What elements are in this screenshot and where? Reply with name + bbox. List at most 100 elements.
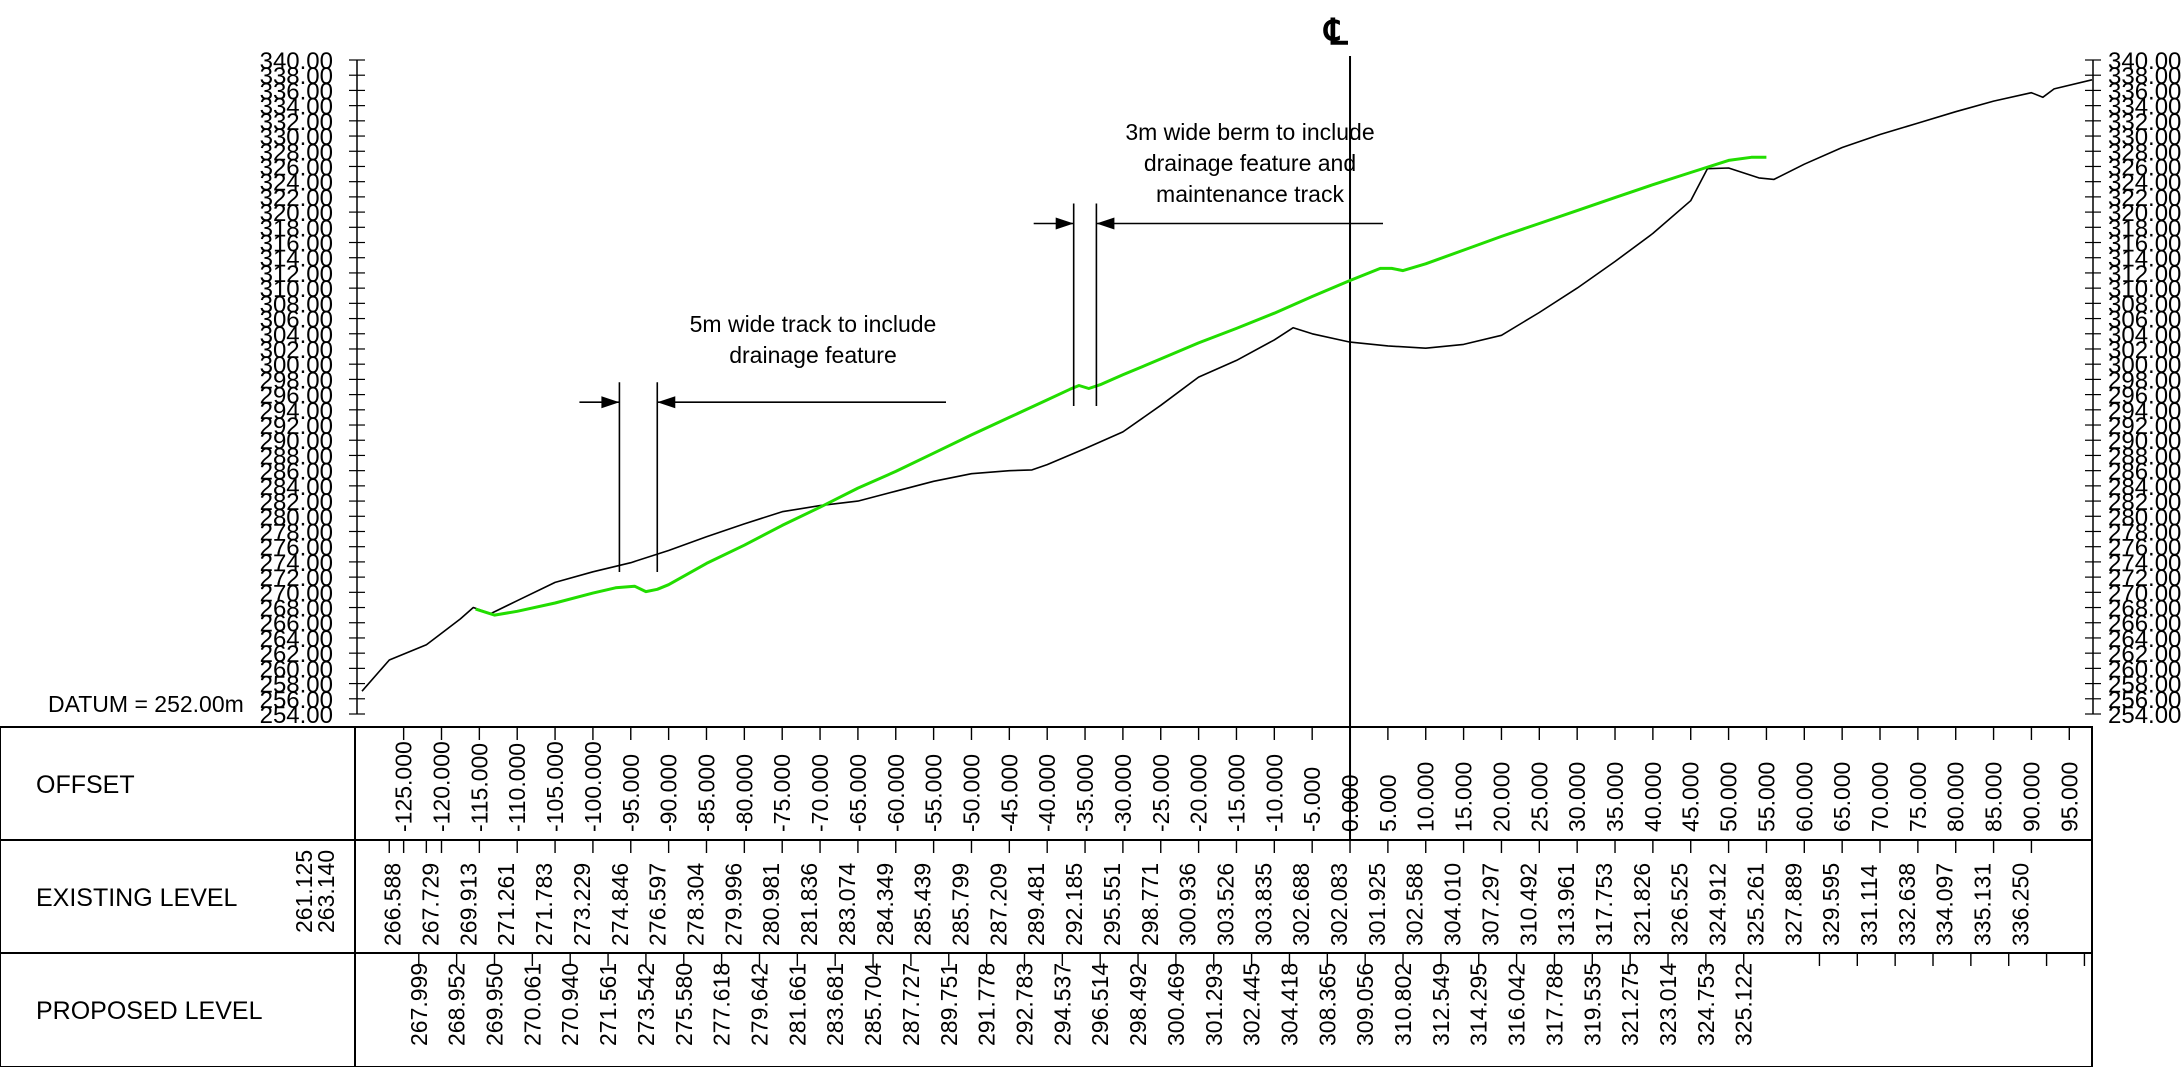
- right-level-label: 286.00: [2108, 459, 2181, 486]
- existing-value: 336.250: [2007, 863, 2033, 946]
- right-level-label: 316.00: [2108, 231, 2181, 258]
- right-level-label: 340.00: [2108, 48, 2181, 75]
- right-level-label: 284.00: [2108, 474, 2181, 501]
- existing-value: 300.936: [1175, 863, 1201, 946]
- proposed-value: 312.549: [1428, 963, 1454, 1046]
- offset-value: 65.000: [1829, 762, 1855, 832]
- offset-value: -45.000: [996, 754, 1022, 832]
- right-level-label: 266.00: [2108, 611, 2181, 638]
- existing-value: 310.492: [1515, 863, 1541, 946]
- offset-value: -30.000: [1110, 754, 1136, 832]
- right-level-label: 268.00: [2108, 596, 2181, 623]
- proposed-value: 285.704: [860, 963, 886, 1046]
- proposed-value: 270.061: [519, 963, 545, 1046]
- left-level-label: 308.00: [260, 291, 333, 318]
- left-level-label: 296.00: [260, 383, 333, 410]
- offset-value: -5.000: [1299, 767, 1325, 832]
- proposed-value: 271.561: [595, 963, 621, 1046]
- left-level-label: 340.00: [260, 48, 333, 75]
- offset-value: -125.000: [391, 741, 417, 832]
- datum-label: DATUM = 252.00m: [48, 691, 244, 717]
- offset-value: -80.000: [731, 754, 757, 832]
- existing-value: 331.114: [1856, 864, 1882, 946]
- right-level-label: 326.00: [2108, 154, 2181, 181]
- existing-value: 285.799: [948, 863, 974, 946]
- proposed-value: 291.778: [974, 963, 1000, 1046]
- left-level-label: 282.00: [260, 489, 333, 516]
- left-level-label: 324.00: [260, 170, 333, 197]
- offset-value: -105.000: [542, 741, 568, 832]
- right-level-label: 262.00: [2108, 641, 2181, 668]
- proposed-value: 314.295: [1466, 963, 1492, 1046]
- left-level-label: 294.00: [260, 398, 333, 425]
- annotations: 5m wide track to include drainage feature…: [579, 119, 1383, 572]
- existing-value: 304.010: [1440, 863, 1466, 946]
- existing-value: 301.925: [1364, 863, 1390, 946]
- right-level-label: 294.00: [2108, 398, 2181, 425]
- left-level-label: 330.00: [260, 124, 333, 151]
- offset-value: 95.000: [2056, 762, 2082, 832]
- offset-value: -15.000: [1224, 754, 1250, 832]
- existing-value: 263.140: [313, 850, 339, 933]
- right-level-label: 314.00: [2108, 246, 2181, 273]
- left-level-label: 290.00: [260, 428, 333, 455]
- existing-value: 325.261: [1742, 863, 1768, 946]
- offset-value: 40.000: [1640, 762, 1666, 832]
- existing-value: 302.688: [1288, 863, 1314, 946]
- right-level-label: 330.00: [2108, 124, 2181, 151]
- offset-value: 75.000: [1905, 762, 1931, 832]
- proposed-value: 316.042: [1504, 963, 1530, 1046]
- right-level-label: 278.00: [2108, 519, 2181, 546]
- right-level-label: 276.00: [2108, 535, 2181, 562]
- left-level-label: 322.00: [260, 185, 333, 212]
- right-level-label: 260.00: [2108, 656, 2181, 683]
- offset-value: -90.000: [656, 754, 682, 832]
- right-level-label: 338.00: [2108, 63, 2181, 90]
- proposed-value: 325.122: [1731, 963, 1757, 1046]
- track-note-line: drainage feature: [729, 342, 897, 368]
- existing-value: 281.836: [796, 863, 822, 946]
- row-label-offset: OFFSET: [36, 771, 135, 799]
- right-level-label: 290.00: [2108, 428, 2181, 455]
- proposed-value: 273.542: [633, 963, 659, 1046]
- left-level-label: 314.00: [260, 246, 333, 273]
- existing-value: 289.481: [1023, 863, 1049, 946]
- existing-value: 280.981: [758, 863, 784, 946]
- right-level-label: 310.00: [2108, 276, 2181, 303]
- existing-value: 285.439: [910, 863, 936, 946]
- existing-value: 267.729: [418, 863, 444, 946]
- proposed-value: 319.535: [1579, 963, 1605, 1046]
- offset-value: -115.000: [466, 743, 492, 832]
- left-level-label: 334.00: [260, 94, 333, 121]
- existing-value: 271.783: [531, 863, 557, 946]
- offset-value: -20.000: [1186, 754, 1212, 832]
- left-level-label: 286.00: [260, 459, 333, 486]
- offset-value: 80.000: [1943, 762, 1969, 832]
- left-level-label: 302.00: [260, 337, 333, 364]
- left-level-label: 316.00: [260, 231, 333, 258]
- right-level-label: 304.00: [2108, 322, 2181, 349]
- proposed-value: 294.537: [1049, 963, 1075, 1046]
- proposed-value: 281.661: [784, 963, 810, 1046]
- left-level-label: 300.00: [260, 352, 333, 379]
- left-level-label: 312.00: [260, 261, 333, 288]
- left-level-label: 262.00: [260, 641, 333, 668]
- left-level-label: 320.00: [260, 200, 333, 227]
- offset-value: 20.000: [1489, 762, 1515, 832]
- left-level-label: 298.00: [260, 367, 333, 394]
- right-level-label: 300.00: [2108, 352, 2181, 379]
- track-arrowhead-right: [657, 396, 676, 409]
- berm-note-line: maintenance track: [1156, 181, 1344, 207]
- right-level-label: 298.00: [2108, 367, 2181, 394]
- offset-value: 15.000: [1451, 762, 1477, 832]
- offset-value: 45.000: [1678, 762, 1704, 832]
- proposed-value: 310.802: [1390, 963, 1416, 1046]
- proposed-value: 324.753: [1693, 963, 1719, 1046]
- offset-value: -50.000: [959, 754, 985, 832]
- right-level-label: 328.00: [2108, 139, 2181, 166]
- existing-value: 283.074: [834, 863, 860, 946]
- existing-value: 321.826: [1629, 863, 1655, 946]
- existing-value: 273.229: [569, 863, 595, 946]
